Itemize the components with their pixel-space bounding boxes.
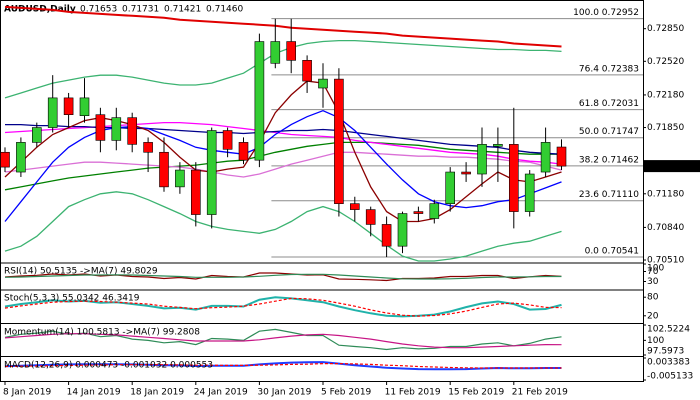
panel-title: Momentum(14) 100.5813 ->MA(7) 99.2808 <box>4 328 200 338</box>
moving-average <box>4 191 562 262</box>
candle-body <box>524 173 535 212</box>
y-tick-label: 0.72180 <box>647 90 684 100</box>
indicator-line <box>4 328 562 351</box>
y-tick-label: 70 <box>647 267 659 277</box>
moving-average <box>4 141 562 191</box>
candle-body <box>238 142 249 161</box>
candle-body <box>95 114 106 141</box>
ohlc-value: 0.71731 <box>122 5 159 15</box>
candle-body <box>508 144 519 212</box>
ohlc-value: 0.71421 <box>164 5 201 15</box>
candle-body <box>254 41 265 161</box>
y-tick-label: 97.5973 <box>647 347 684 357</box>
x-tick-label: 11 Feb 2019 <box>385 388 441 398</box>
y-tick-label: 0.003383 <box>647 358 690 368</box>
candle-body <box>477 144 487 175</box>
y-tick-label: 0.70840 <box>647 223 684 233</box>
candle-body <box>445 171 456 204</box>
candle-body <box>47 97 58 128</box>
candle-body <box>159 151 169 188</box>
x-tick-label: 30 Jan 2019 <box>257 388 311 398</box>
y-tick-label: 0.72850 <box>647 24 684 34</box>
candle-body <box>302 60 312 82</box>
candle-body <box>16 142 26 173</box>
candle-body <box>334 78 344 204</box>
x-tick-label: 18 Jan 2019 <box>130 388 184 398</box>
y-tick-label: 0.71850 <box>647 123 684 133</box>
candle-body <box>127 117 137 145</box>
fib-label: 100.0 0.72952 <box>573 8 639 18</box>
x-tick-label: 21 Feb 2019 <box>512 388 568 398</box>
candle-body <box>222 130 233 150</box>
y-tick-label: 100 <box>647 336 664 346</box>
x-tick-label: 8 Jan 2019 <box>3 388 51 398</box>
candle-body <box>286 41 297 61</box>
x-tick-label: 24 Jan 2019 <box>194 388 248 398</box>
indicator-line <box>4 333 562 349</box>
panel-title: Stoch(5,3,3) 55.0342 46.3419 <box>4 294 140 304</box>
panel-title: MACD(12,26,9) 0.000473 -0.001032 0.00055… <box>4 361 213 371</box>
candle-body <box>349 203 360 210</box>
panel-title: RSI(14) 50.5135 ->MA(7) 49.8029 <box>4 267 158 277</box>
indicator-line <box>4 361 562 371</box>
fib-label: 23.6 0.71110 <box>579 190 639 200</box>
candle-body <box>63 97 74 115</box>
candle-body <box>175 169 185 188</box>
moving-average <box>4 39 562 99</box>
chart-frame <box>0 0 644 382</box>
y-tick-label: 100 <box>647 264 664 274</box>
indicator-line <box>4 273 562 280</box>
candle-body <box>413 211 424 214</box>
candle-body <box>381 224 392 247</box>
candle-body <box>461 171 471 175</box>
last-price-label: 0.71460 <box>647 162 684 172</box>
fib-label: 38.2 0.71462 <box>579 155 639 165</box>
ohlc-value: 0.71460 <box>206 5 243 15</box>
y-tick-label: 80 <box>647 293 659 303</box>
y-tick-label: 0.72520 <box>647 57 684 67</box>
candle-body <box>79 97 90 116</box>
indicator-line <box>4 272 562 282</box>
candle-body <box>111 117 122 141</box>
indicator-line <box>4 296 562 318</box>
last-price-box <box>643 160 700 173</box>
ohlc-value: 0.71653 <box>80 5 117 15</box>
candle-body <box>397 213 408 247</box>
fib-label: 0.0 0.70541 <box>585 246 639 256</box>
moving-average <box>4 151 562 178</box>
x-tick-label: 14 Jan 2019 <box>67 388 121 398</box>
candle-body <box>429 203 440 219</box>
y-tick-label: 20 <box>647 311 659 321</box>
indicator-line <box>4 297 562 317</box>
x-tick-label: 5 Feb 2019 <box>321 388 372 398</box>
candle-body <box>206 130 217 215</box>
candle-body <box>31 127 42 143</box>
candle-body <box>540 142 551 173</box>
candle-body <box>191 169 201 215</box>
candle-body <box>0 151 10 168</box>
candle-body <box>143 142 153 153</box>
candle-body <box>318 78 328 89</box>
indicator-line <box>4 363 562 369</box>
fib-label: 61.8 0.72031 <box>579 99 639 109</box>
y-tick-label: 0.71180 <box>647 189 684 199</box>
moving-average <box>4 5 562 48</box>
candle-body <box>365 209 376 225</box>
x-tick-label: 15 Feb 2019 <box>448 388 504 398</box>
candle-body <box>493 144 503 147</box>
y-tick-label: -0.005133 <box>647 372 693 382</box>
fib-label: 50.0 0.71747 <box>579 127 639 137</box>
candle-body <box>270 41 281 64</box>
y-tick-label: 0.70510 <box>647 256 684 266</box>
fib-label: 76.4 0.72383 <box>579 64 639 74</box>
candle-body <box>556 146 567 167</box>
y-tick-label: 102.5224 <box>647 325 690 335</box>
y-tick-label: 30 <box>647 277 659 287</box>
